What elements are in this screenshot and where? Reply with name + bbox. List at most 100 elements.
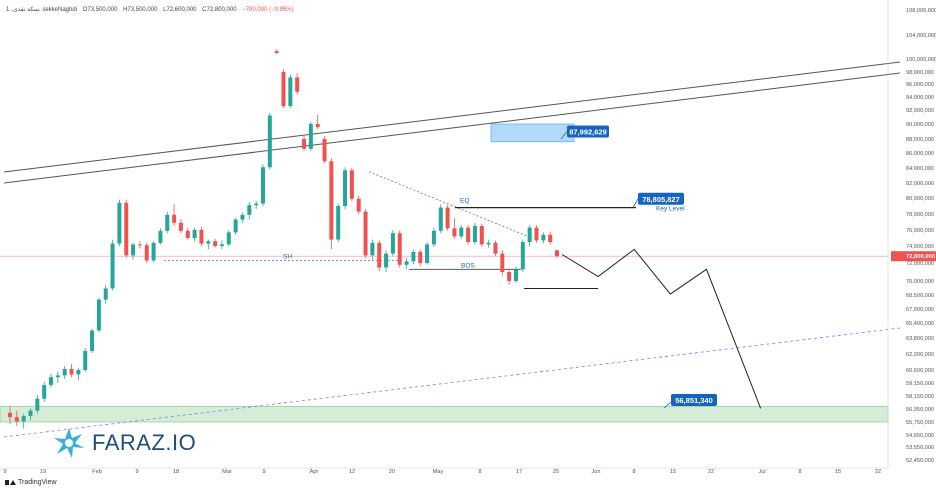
candle[interactable] — [62, 366, 67, 379]
zone-label-pointer — [560, 131, 568, 140]
candle[interactable] — [418, 249, 423, 267]
candle[interactable] — [336, 203, 341, 242]
candle[interactable] — [411, 249, 416, 264]
channel-lower-line[interactable] — [3, 72, 901, 184]
candle[interactable] — [520, 239, 525, 272]
candle[interactable] — [431, 227, 436, 247]
candle-body — [438, 207, 443, 231]
candle[interactable] — [254, 201, 259, 210]
support-trendline-dashed[interactable] — [3, 327, 901, 438]
candle[interactable] — [404, 257, 409, 270]
candle[interactable] — [178, 219, 183, 234]
candle[interactable] — [233, 218, 238, 235]
candle[interactable] — [247, 202, 252, 220]
candle[interactable] — [110, 239, 115, 291]
candle[interactable] — [165, 211, 170, 234]
candle[interactable] — [213, 238, 218, 248]
descending-trendline[interactable] — [368, 171, 529, 237]
candle[interactable] — [438, 204, 443, 234]
candle[interactable] — [445, 205, 450, 231]
candle[interactable] — [240, 212, 245, 223]
candle[interactable] — [76, 368, 81, 380]
candle[interactable] — [199, 226, 204, 246]
candle[interactable] — [479, 223, 484, 247]
candle[interactable] — [219, 240, 224, 250]
candle[interactable] — [527, 225, 532, 247]
candle[interactable] — [349, 168, 354, 202]
candle[interactable] — [486, 239, 491, 248]
candle[interactable] — [472, 222, 477, 245]
candle[interactable] — [513, 266, 518, 283]
candle[interactable] — [90, 328, 95, 353]
candle[interactable] — [117, 199, 122, 246]
candle[interactable] — [103, 284, 108, 304]
candle[interactable] — [69, 364, 74, 378]
candle-body — [137, 244, 142, 246]
candle[interactable] — [144, 242, 149, 263]
candle[interactable] — [35, 395, 40, 414]
candle[interactable] — [42, 381, 47, 402]
candle[interactable] — [137, 241, 142, 249]
key-level-price-label[interactable]: 78,805,827 — [638, 192, 684, 205]
candle[interactable] — [281, 69, 286, 109]
projection-path[interactable] — [561, 248, 762, 409]
candle[interactable] — [363, 209, 368, 258]
candle[interactable] — [206, 239, 211, 250]
candle[interactable] — [131, 242, 136, 260]
candle[interactable] — [343, 167, 348, 210]
candle[interactable] — [370, 239, 375, 260]
candle[interactable] — [83, 348, 88, 372]
candle[interactable] — [555, 250, 559, 258]
candle[interactable] — [384, 250, 389, 272]
candle[interactable] — [493, 240, 498, 257]
candle[interactable] — [158, 228, 163, 245]
candle[interactable] — [397, 230, 402, 268]
candle[interactable] — [315, 114, 320, 130]
candle[interactable] — [322, 136, 327, 164]
candle[interactable] — [260, 164, 265, 206]
candle[interactable] — [459, 225, 464, 239]
candle[interactable] — [329, 158, 334, 250]
candle[interactable] — [267, 112, 272, 170]
candle[interactable] — [308, 121, 313, 151]
candle[interactable] — [14, 410, 19, 427]
candle[interactable] — [192, 227, 197, 242]
price-tick-label: 86,000,000 — [906, 151, 934, 157]
candle[interactable] — [507, 268, 512, 285]
candle[interactable] — [466, 225, 471, 245]
target-price-label[interactable]: 56,851,340 — [671, 394, 717, 406]
candle[interactable] — [96, 297, 101, 333]
candle[interactable] — [8, 406, 12, 424]
candle[interactable] — [356, 195, 361, 214]
candle[interactable] — [185, 227, 190, 240]
candle[interactable] — [151, 241, 156, 263]
candle[interactable] — [295, 73, 300, 95]
candle[interactable] — [124, 199, 129, 258]
candle[interactable] — [390, 230, 395, 257]
candle[interactable] — [534, 225, 539, 243]
candle[interactable] — [500, 250, 505, 276]
candle[interactable] — [377, 240, 382, 272]
candle[interactable] — [21, 413, 26, 429]
candle[interactable] — [425, 242, 430, 265]
tradingview-logo[interactable]: TradingView — [5, 479, 57, 486]
channel-upper-line[interactable] — [3, 61, 901, 173]
candle[interactable] — [49, 373, 54, 388]
candle[interactable] — [172, 204, 177, 226]
candle[interactable] — [274, 49, 279, 55]
candle[interactable] — [288, 74, 293, 109]
candle[interactable] — [55, 371, 60, 383]
candle[interactable] — [302, 136, 307, 151]
candle-body — [76, 370, 81, 375]
candle[interactable] — [548, 231, 553, 245]
candle[interactable] — [226, 230, 231, 246]
zone-price-label[interactable]: 87,992,629 — [567, 125, 609, 138]
target-pointer — [663, 401, 672, 409]
candle[interactable] — [28, 408, 33, 421]
candle[interactable] — [452, 218, 457, 239]
candle-body — [425, 244, 430, 263]
candle[interactable] — [541, 232, 546, 244]
price-tick-label: 72,000,000 — [906, 261, 934, 267]
